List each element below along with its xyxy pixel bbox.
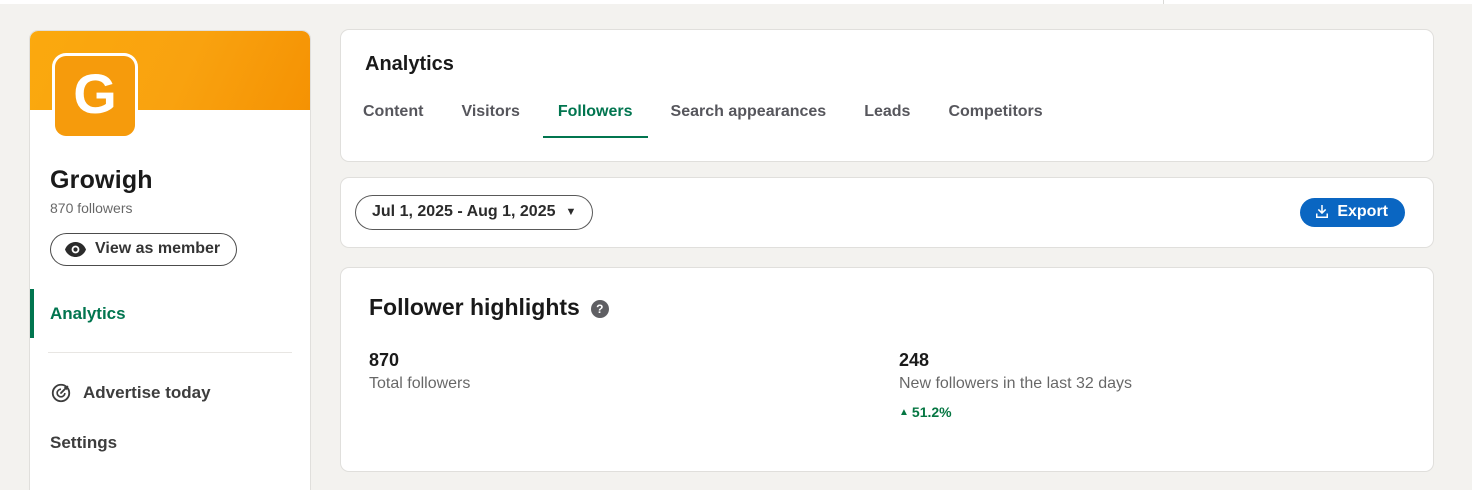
date-range-dropdown[interactable]: Jul 1, 2025 - Aug 1, 2025 ▼ [355, 195, 594, 230]
toolbar-card: Jul 1, 2025 - Aug 1, 2025 ▼ Export [341, 178, 1433, 247]
analytics-tabs: Content Visitors Followers Search appear… [348, 93, 1409, 138]
download-icon [1314, 204, 1330, 220]
eye-icon [65, 241, 86, 257]
sidebar-item-label: Analytics [50, 303, 126, 323]
follower-highlights-title: Follower highlights [369, 294, 580, 320]
view-as-member-button[interactable]: View as member [50, 233, 238, 266]
trend-up-icon: ▲ [899, 406, 909, 418]
company-name[interactable]: Growigh [50, 166, 153, 194]
stat-new-followers: 248 New followers in the last 32 days ▲ … [899, 350, 1405, 420]
stat-value: 870 [369, 350, 400, 370]
global-nav-remnant [0, 0, 1472, 4]
trend-value: 51.2% [911, 404, 952, 420]
export-label: Export [1337, 203, 1388, 220]
view-as-member-label: View as member [95, 240, 221, 257]
target-arrow-icon [50, 382, 72, 404]
sidebar-item-settings[interactable]: Settings [30, 423, 310, 463]
chevron-down-icon: ▼ [565, 206, 577, 218]
follower-stats: 870 Total followers 248 New followers in… [369, 350, 1405, 420]
nav-divider [1163, 0, 1164, 4]
stat-label: New followers in the last 32 days [899, 375, 1132, 392]
sidebar-item-label: Settings [50, 433, 118, 452]
sidebar-item-label: Advertise today [83, 383, 211, 402]
sidebar-divider [48, 352, 292, 353]
export-button[interactable]: Export [1300, 198, 1405, 227]
sidebar-item-advertise[interactable]: Advertise today [30, 373, 310, 413]
company-logo[interactable]: G [52, 53, 138, 139]
company-followers-count: 870 followers [50, 200, 133, 216]
follower-highlights-card: Follower highlights ? 870 Total follower… [341, 268, 1433, 471]
active-indicator-bar [30, 289, 34, 338]
date-range-value: Jul 1, 2025 - Aug 1, 2025 [372, 203, 556, 220]
tab-followers[interactable]: Followers [542, 93, 648, 138]
tab-visitors[interactable]: Visitors [461, 103, 520, 120]
stat-label: Total followers [369, 375, 471, 392]
company-logo-letter: G [55, 56, 135, 136]
analytics-header-card: Analytics Content Visitors Followers Sea… [341, 30, 1433, 161]
stat-total-followers: 870 Total followers [369, 350, 899, 420]
sidebar-nav: Analytics Advertise today Settings [30, 289, 310, 463]
company-sidebar: G Growigh 870 followers View as member A… [30, 31, 310, 490]
page-title: Analytics [365, 53, 454, 75]
tab-competitors[interactable]: Competitors [948, 103, 1043, 120]
stat-trend: ▲ 51.2% [899, 404, 1405, 420]
tab-content[interactable]: Content [363, 103, 424, 120]
sidebar-item-analytics[interactable]: Analytics [30, 289, 310, 338]
tab-leads[interactable]: Leads [864, 103, 911, 120]
tab-search-appearances[interactable]: Search appearances [670, 103, 827, 120]
stat-value: 248 [899, 350, 930, 370]
help-icon[interactable]: ? [590, 299, 609, 318]
